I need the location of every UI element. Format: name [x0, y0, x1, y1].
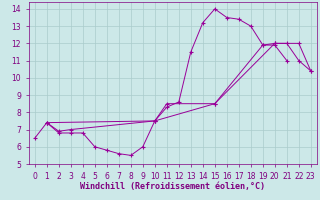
- X-axis label: Windchill (Refroidissement éolien,°C): Windchill (Refroidissement éolien,°C): [80, 182, 265, 191]
